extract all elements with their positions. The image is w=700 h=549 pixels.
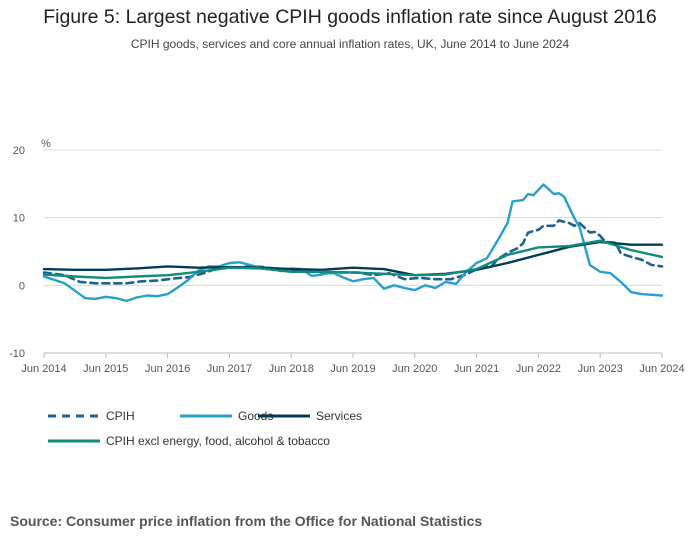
- chart-subtitle: CPIH goods, services and core annual inf…: [130, 37, 570, 51]
- chart-title: Figure 5: Largest negative CPIH goods in…: [43, 6, 657, 28]
- series-line-cpih: [42, 219, 664, 285]
- series-lines: [42, 183, 664, 303]
- legend-label: CPIH: [106, 409, 135, 423]
- x-tick-label: Jun 2015: [83, 363, 128, 375]
- x-tick-label: Jun 2024: [639, 363, 684, 375]
- x-tick-label: Jun 2021: [454, 363, 499, 375]
- legend: CPIH Goods Services CPIH excl energy, food,…: [48, 409, 362, 448]
- y-tick-label: -10: [9, 348, 25, 360]
- y-axis-label: %: [41, 138, 51, 150]
- y-axis: -10 0 10 20: [9, 145, 25, 360]
- source-note: Source: Consumer price inflation from th…: [10, 513, 483, 529]
- x-tick-label: Jun 2022: [516, 363, 561, 375]
- x-tick-label: Jun 2020: [392, 363, 437, 375]
- legend-label: Services: [316, 409, 362, 423]
- legend-label: Goods: [238, 409, 273, 423]
- series-line-cpih-excl-energy-food-alcohol-tobacco: [42, 239, 664, 280]
- legend-label: CPIH excl energy, food, alcohol & tobacc…: [106, 434, 330, 448]
- y-tick-label: 20: [13, 145, 25, 157]
- x-tick-label: Jun 2023: [578, 363, 623, 375]
- y-tick-label: 10: [13, 213, 25, 225]
- gridlines: [44, 149, 662, 354]
- x-tick-label: Jun 2017: [207, 363, 252, 375]
- series-line-services: [42, 240, 664, 277]
- x-tick-label: Jun 2019: [330, 363, 375, 375]
- x-axis: Jun 2014 Jun 2015 Jun 2016 Jun 2017 Jun 2018…: [21, 352, 685, 375]
- y-tick-label: 0: [19, 280, 25, 292]
- x-tick-label: Jun 2016: [145, 363, 190, 375]
- x-tick-label: Jun 2018: [269, 363, 314, 375]
- series-line-goods: [42, 183, 664, 303]
- x-tick-label: Jun 2014: [21, 363, 66, 375]
